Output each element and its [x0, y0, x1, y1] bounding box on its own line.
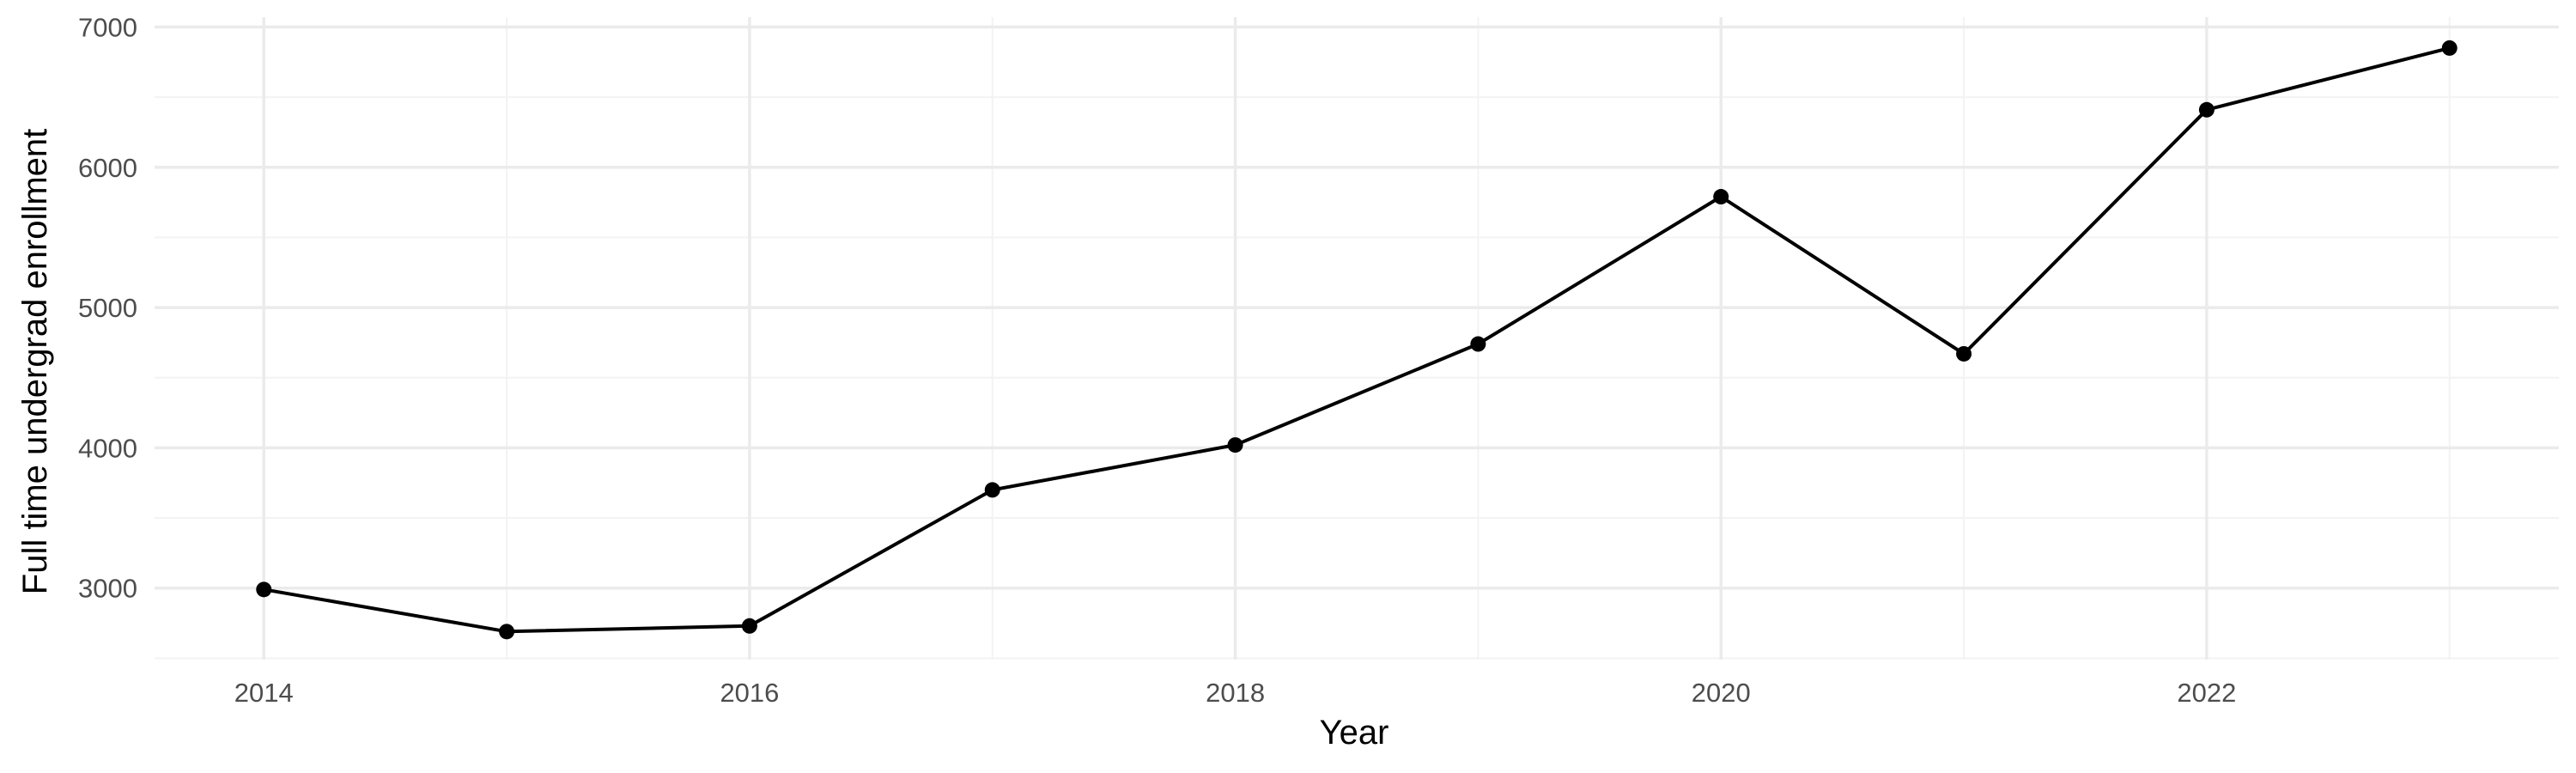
series-group: [256, 40, 2458, 640]
x-axis-title: Year: [1320, 714, 1389, 752]
data-point: [984, 482, 1000, 498]
data-point: [1470, 336, 1486, 352]
x-tick-label: 2014: [234, 678, 294, 708]
data-point: [1227, 437, 1243, 453]
x-tick-label: 2018: [1206, 678, 1265, 708]
x-tick-label: 2016: [720, 678, 779, 708]
data-point: [499, 624, 515, 640]
x-tick-labels: 2014 2016 2018 2020 2022: [234, 678, 2237, 708]
data-point: [741, 618, 757, 634]
y-tick-label: 6000: [78, 153, 137, 183]
data-point: [256, 581, 272, 598]
minor-gridlines: [155, 17, 2559, 660]
data-point: [1713, 189, 1729, 205]
y-tick-label: 7000: [78, 12, 137, 42]
x-tick-label: 2020: [1692, 678, 1751, 708]
data-point: [2441, 40, 2458, 56]
series-line: [263, 46, 2451, 634]
major-gridlines: [155, 17, 2559, 660]
y-tick-label: 4000: [78, 433, 137, 463]
x-tick-label: 2022: [2177, 678, 2236, 708]
y-tick-label: 3000: [78, 574, 137, 604]
y-axis-title: Full time undergrad enrollment: [16, 129, 54, 594]
data-point: [1956, 345, 1972, 362]
y-tick-label: 5000: [78, 293, 137, 323]
data-point: [2198, 101, 2215, 118]
y-tick-labels: 3000 4000 5000 6000 7000: [78, 12, 137, 603]
